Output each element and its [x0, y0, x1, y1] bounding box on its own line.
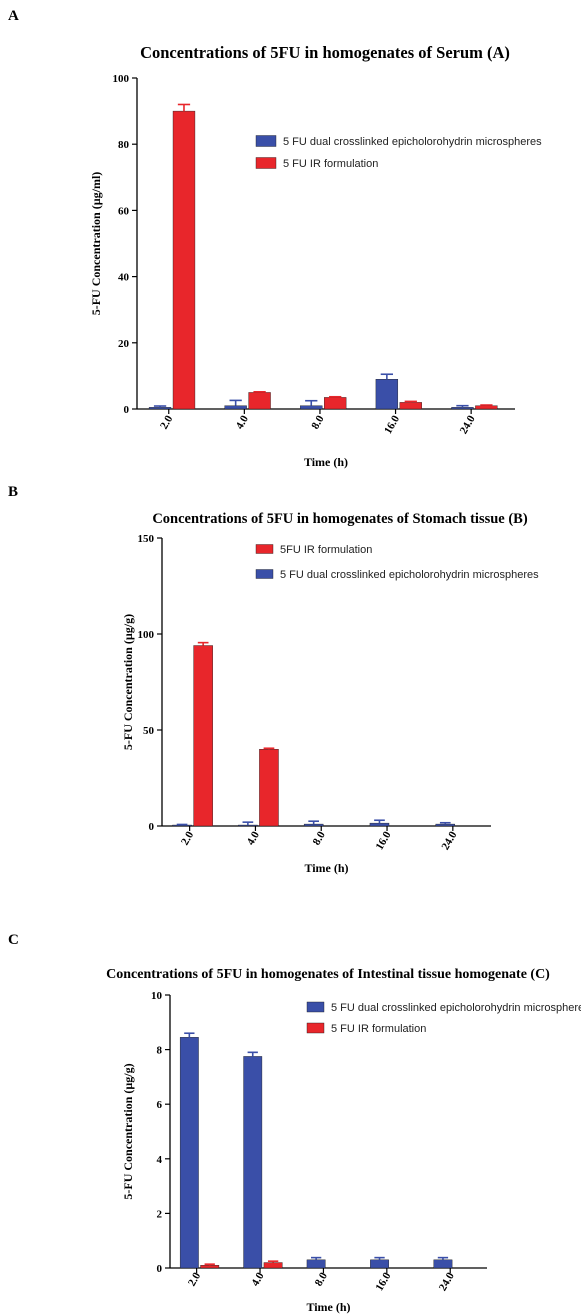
chart-c-bar-s0-1 [243, 1056, 263, 1269]
chart-c-x-axis-label: Time (h) [306, 1300, 350, 1314]
chart-c-title: Concentrations of 5FU in homogenates of … [106, 967, 550, 982]
chart-a-x-tick-label: 4.0 [234, 413, 252, 431]
chart-c-panel-letter: C [8, 932, 19, 948]
chart-c-y-tick-label: 6 [157, 1099, 163, 1111]
chart-c-y-tick-label: 4 [157, 1154, 163, 1166]
chart-c-bar-s0-3 [370, 1259, 389, 1269]
chart-b-x-tick-label: 16.0 [374, 829, 394, 852]
chart-c-bar-s0-4 [433, 1259, 453, 1269]
chart-a-y-tick-label: 40 [118, 272, 130, 284]
chart-a-bar-s1-4 [475, 405, 498, 410]
chart-a-y-tick-label: 100 [113, 73, 130, 85]
chart-c-y-tick-label: 8 [157, 1045, 163, 1057]
chart-b-bar-s0-1 [238, 824, 258, 827]
chart-b-x-axis-label: Time (h) [304, 861, 348, 875]
chart-a-x-tick-label: 16.0 [382, 413, 402, 436]
chart-c-y-tick-label: 10 [151, 990, 163, 1002]
chart-c-legend-swatch-s1 [306, 1022, 325, 1034]
chart-c-y-axis-label: 5-FU Concentration (µg/g) [121, 1063, 135, 1199]
chart-b-panel-letter: B [8, 484, 18, 500]
chart-a-bar-s0-4 [451, 407, 474, 410]
chart-a-bar-s1-2 [324, 397, 347, 410]
chart-c-y-tick-label: 0 [157, 1263, 163, 1275]
chart-b-bar-s0-3 [369, 822, 390, 827]
chart-b-legend-label-s1: 5FU IR formulation [280, 544, 372, 556]
chart-a-title: Concentrations of 5FU in homogenates of … [140, 43, 510, 62]
chart-a-bar-s0-2 [300, 405, 323, 410]
chart-c-bar-s1-0 [200, 1265, 220, 1269]
chart-a-bar-s0-3 [375, 379, 399, 410]
chart-a-bar-s1-1 [248, 392, 271, 410]
chart-b-y-tick-label: 150 [138, 533, 155, 545]
chart-b-bar-s0-2 [303, 823, 324, 827]
chart-a-panel-letter: A [8, 8, 19, 24]
chart-b-legend-swatch-s0 [255, 569, 274, 579]
chart-b-bar-s1-0 [193, 645, 213, 827]
chart-b-x-tick-label: 8.0 [311, 829, 329, 847]
chart-b-x-tick-label: 2.0 [179, 829, 197, 847]
chart-a-y-tick-label: 80 [118, 139, 130, 151]
chart-a-bar-s0-1 [224, 405, 247, 410]
chart-a-legend-swatch-s1 [255, 157, 277, 169]
chart-c-legend-label-s1: 5 FU IR formulation [331, 1023, 426, 1035]
chart-a-y-tick-label: 20 [118, 338, 130, 350]
chart-a-x-axis-label: Time (h) [304, 455, 348, 469]
chart-a-y-tick-label: 0 [124, 404, 130, 416]
chart-b-y-tick-label: 0 [149, 821, 155, 833]
chart-c-bar-s0-0 [179, 1037, 199, 1269]
chart-b-y-tick-label: 50 [143, 725, 155, 737]
chart-b-bar-s1-1 [259, 749, 279, 827]
chart-a-y-axis-label: 5-FU Concentration (µg/ml) [89, 172, 103, 316]
chart-c-x-tick-label: 8.0 [313, 1270, 331, 1288]
chart-a-bar-s0-0 [148, 407, 172, 410]
chart-c-y-tick-label: 2 [157, 1208, 163, 1220]
chart-b-y-axis-label: 5-FU Concentration (µg/g) [121, 614, 135, 750]
chart-c-x-tick-label: 4.0 [249, 1270, 267, 1288]
chart-a-legend-swatch-s0 [255, 135, 277, 147]
chart-b-x-tick-label: 4.0 [245, 829, 263, 847]
chart-a-legend-label-s1: 5 FU IR formulation [283, 158, 378, 170]
chart-a-x-tick-label: 24.0 [458, 413, 478, 436]
chart-b-legend-label-s0: 5 FU dual crosslinked epicholorohydrin m… [280, 569, 539, 581]
chart-a-x-tick-label: 2.0 [158, 413, 176, 431]
chart-c-x-tick-label: 24.0 [437, 1270, 457, 1293]
chart-c-bar-s0-2 [306, 1259, 326, 1269]
chart-c-x-tick-label: 16.0 [373, 1270, 393, 1293]
chart-b-x-tick-label: 24.0 [439, 829, 459, 852]
chart-a-x-tick-label: 8.0 [309, 413, 327, 431]
chart-a-y-tick-label: 60 [118, 205, 130, 217]
chart-a-legend-label-s0: 5 FU dual crosslinked epicholorohydrin m… [283, 136, 542, 148]
chart-b-bar-s0-4 [435, 823, 456, 827]
chart-c-bar-s1-1 [263, 1262, 283, 1269]
chart-c-legend-label-s0: 5 FU dual crosslinked epicholorohydrin m… [331, 1002, 581, 1014]
chart-a-bar-s1-3 [399, 402, 422, 410]
chart-a-bar-s1-0 [172, 110, 196, 410]
chart-b-legend-swatch-s1 [255, 544, 274, 554]
chart-b-title: Concentrations of 5FU in homogenates of … [152, 511, 528, 527]
chart-c-x-tick-label: 2.0 [186, 1270, 204, 1288]
chart-c-legend-swatch-s0 [306, 1001, 325, 1013]
chart-b-y-tick-label: 100 [138, 629, 155, 641]
